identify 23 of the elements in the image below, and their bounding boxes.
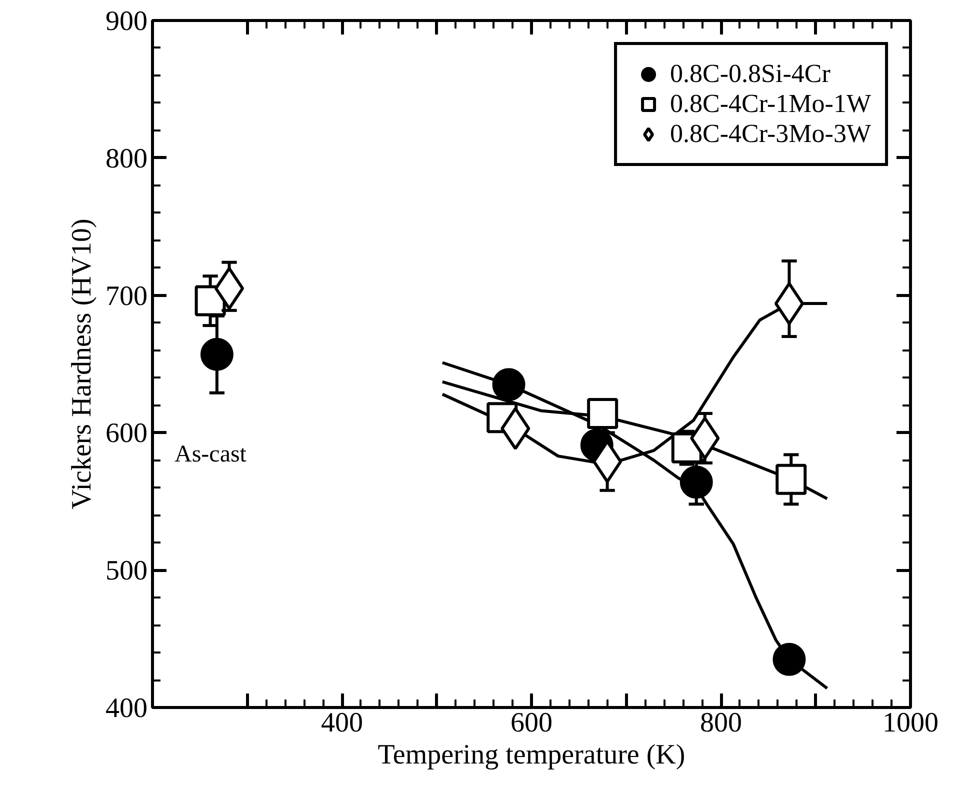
legend-label: 0.8C-4Cr-1Mo-1W <box>670 89 871 119</box>
point <box>776 464 807 495</box>
point <box>492 368 526 402</box>
x-axis-title: Tempering temperature (K) <box>378 740 686 770</box>
x-tick-label: 400 <box>321 708 363 738</box>
point <box>200 338 234 371</box>
y-axis-title: Vickers Hardness (HV10) <box>66 218 98 510</box>
x-tick-label: 600 <box>510 708 552 738</box>
point <box>587 398 618 429</box>
point <box>774 282 804 326</box>
legend-label: 0.8C-0.8Si-4Cr <box>670 59 830 89</box>
x-tick-label: 1000 <box>882 708 938 738</box>
x-tick-label: 800 <box>700 708 742 738</box>
y-tick-label: 500 <box>106 556 148 587</box>
y-tick-label: 800 <box>106 143 148 174</box>
y-tick-label: 900 <box>106 6 148 37</box>
y-tick-label: 700 <box>106 280 148 312</box>
point <box>214 266 244 310</box>
point <box>772 642 806 676</box>
point <box>680 466 713 499</box>
y-tick-label: 600 <box>106 418 148 450</box>
annotation: As-cast <box>174 442 247 468</box>
legend-label: 0.8C-4Cr-3Mo-3W <box>670 119 871 149</box>
